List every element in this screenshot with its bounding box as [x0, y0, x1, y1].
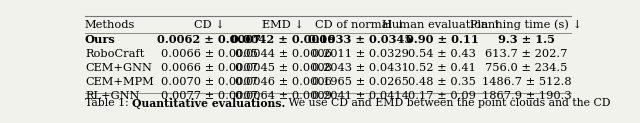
Text: 0.0062 ± 0.0007: 0.0062 ± 0.0007: [157, 34, 261, 45]
Text: 0.17 ± 0.09: 0.17 ± 0.09: [408, 91, 476, 101]
Text: CD ↓: CD ↓: [193, 20, 225, 30]
Text: 0.52 ± 0.41: 0.52 ± 0.41: [408, 63, 476, 73]
Text: 0.2043 ± 0.0431: 0.2043 ± 0.0431: [312, 63, 409, 73]
Text: 0.1933 ± 0.0345: 0.1933 ± 0.0345: [308, 34, 412, 45]
Text: 0.90 ± 0.11: 0.90 ± 0.11: [406, 34, 479, 45]
Text: 1867.9 ± 190.3: 1867.9 ± 190.3: [481, 91, 572, 101]
Text: 0.0044 ± 0.0006: 0.0044 ± 0.0006: [235, 49, 332, 59]
Text: CD of normal ↓: CD of normal ↓: [315, 20, 405, 30]
Text: 613.7 ± 202.7: 613.7 ± 202.7: [485, 49, 568, 59]
Text: RoboCraft: RoboCraft: [85, 49, 145, 59]
Text: 0.54 ± 0.43: 0.54 ± 0.43: [408, 49, 476, 59]
Text: 0.0042 ± 0.0006: 0.0042 ± 0.0006: [231, 34, 335, 45]
Text: 0.0046 ± 0.0006: 0.0046 ± 0.0006: [235, 77, 332, 87]
Text: 0.2011 ± 0.0329: 0.2011 ± 0.0329: [312, 49, 409, 59]
Text: EMD ↓: EMD ↓: [262, 20, 304, 30]
Text: 9.3 ± 1.5: 9.3 ± 1.5: [498, 34, 555, 45]
Text: 1486.7 ± 512.8: 1486.7 ± 512.8: [481, 77, 572, 87]
Text: Planning time (s) ↓: Planning time (s) ↓: [470, 19, 582, 30]
Text: Ours: Ours: [85, 34, 116, 45]
Text: CEM+MPM: CEM+MPM: [85, 77, 154, 87]
Text: Methods: Methods: [85, 20, 135, 30]
Text: 0.2041 ± 0.0414: 0.2041 ± 0.0414: [312, 91, 409, 101]
Text: 0.0066 ± 0.0005: 0.0066 ± 0.0005: [161, 49, 257, 59]
Text: 0.0066 ± 0.0007: 0.0066 ± 0.0007: [161, 63, 257, 73]
Text: Quantitative evaluations.: Quantitative evaluations.: [132, 98, 285, 109]
Text: 0.0070 ± 0.0007: 0.0070 ± 0.0007: [161, 77, 257, 87]
Text: RL+GNN: RL+GNN: [85, 91, 140, 101]
Text: Human evaluation ↑: Human evaluation ↑: [382, 20, 502, 30]
Text: 756.0 ± 234.5: 756.0 ± 234.5: [485, 63, 568, 73]
Text: 0.0064 ± 0.0009: 0.0064 ± 0.0009: [235, 91, 332, 101]
Text: 0.0045 ± 0.0008: 0.0045 ± 0.0008: [235, 63, 332, 73]
Text: 0.1965 ± 0.0265: 0.1965 ± 0.0265: [312, 77, 409, 87]
Text: Table 1:: Table 1:: [85, 98, 132, 108]
Text: 0.48 ± 0.35: 0.48 ± 0.35: [408, 77, 476, 87]
Text: CEM+GNN: CEM+GNN: [85, 63, 152, 73]
Text: 0.0077 ± 0.0007: 0.0077 ± 0.0007: [161, 91, 257, 101]
Text: We use CD and EMD between the point clouds and the CD: We use CD and EMD between the point clou…: [285, 98, 611, 108]
